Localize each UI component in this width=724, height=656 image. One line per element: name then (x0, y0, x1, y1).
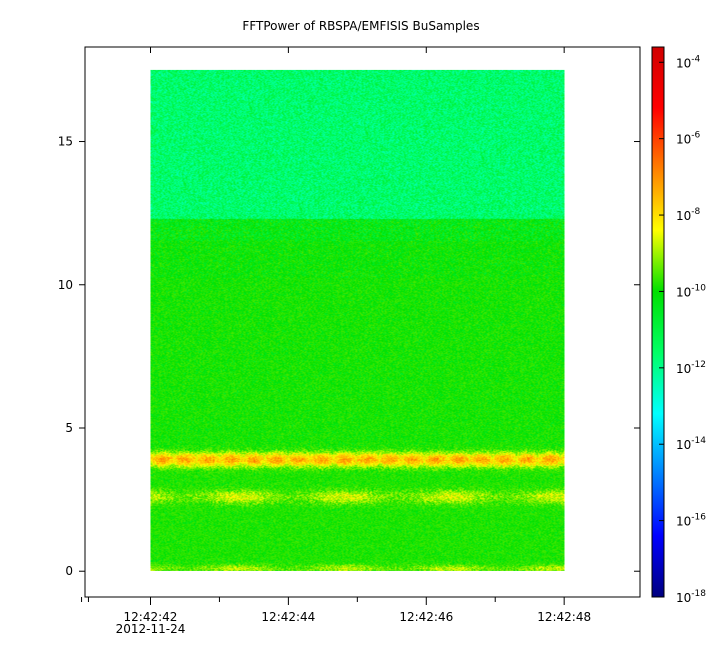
colorbar-tick-label: 10-10 (676, 283, 706, 299)
y-tick-label: 15 (58, 135, 73, 149)
spectrogram-image (150, 69, 565, 571)
colorbar-tick-label: 10-4 (676, 54, 701, 70)
colorbar (651, 46, 665, 598)
colorbar-tick-label: 10-18 (676, 589, 706, 605)
x-tick-label: 12:42:46 (399, 610, 453, 624)
colorbar-tick-label: 10-6 (676, 131, 701, 147)
spectrogram-pixels (150, 69, 565, 571)
colorbar-tick-label: 10-16 (676, 513, 706, 529)
colorbar-tick-label: 10-12 (676, 360, 706, 376)
x-tick-label: 12:42:44 (261, 610, 315, 624)
x-tick-label: 12:42:42 (124, 610, 178, 624)
y-tick-label: 5 (65, 421, 73, 435)
colorbar-axis: 10-4 10-6 10-8 10-10 10-12 10-14 10-16 10-18 (659, 54, 706, 605)
y-tick-label: 0 (65, 564, 73, 578)
x-tick-date-label: 2012-11-24 (116, 622, 186, 636)
colorbar-tick-label: 10-14 (676, 436, 706, 452)
y-tick-label: 10 (58, 278, 73, 292)
colorbar-tick-label: 10-8 (676, 207, 701, 223)
y-axis: 0 5 10 15 (58, 135, 640, 578)
chart-title: FFTPower of RBSPA/EMFISIS BuSamples (242, 19, 479, 33)
x-tick-label: 12:42:48 (537, 610, 591, 624)
